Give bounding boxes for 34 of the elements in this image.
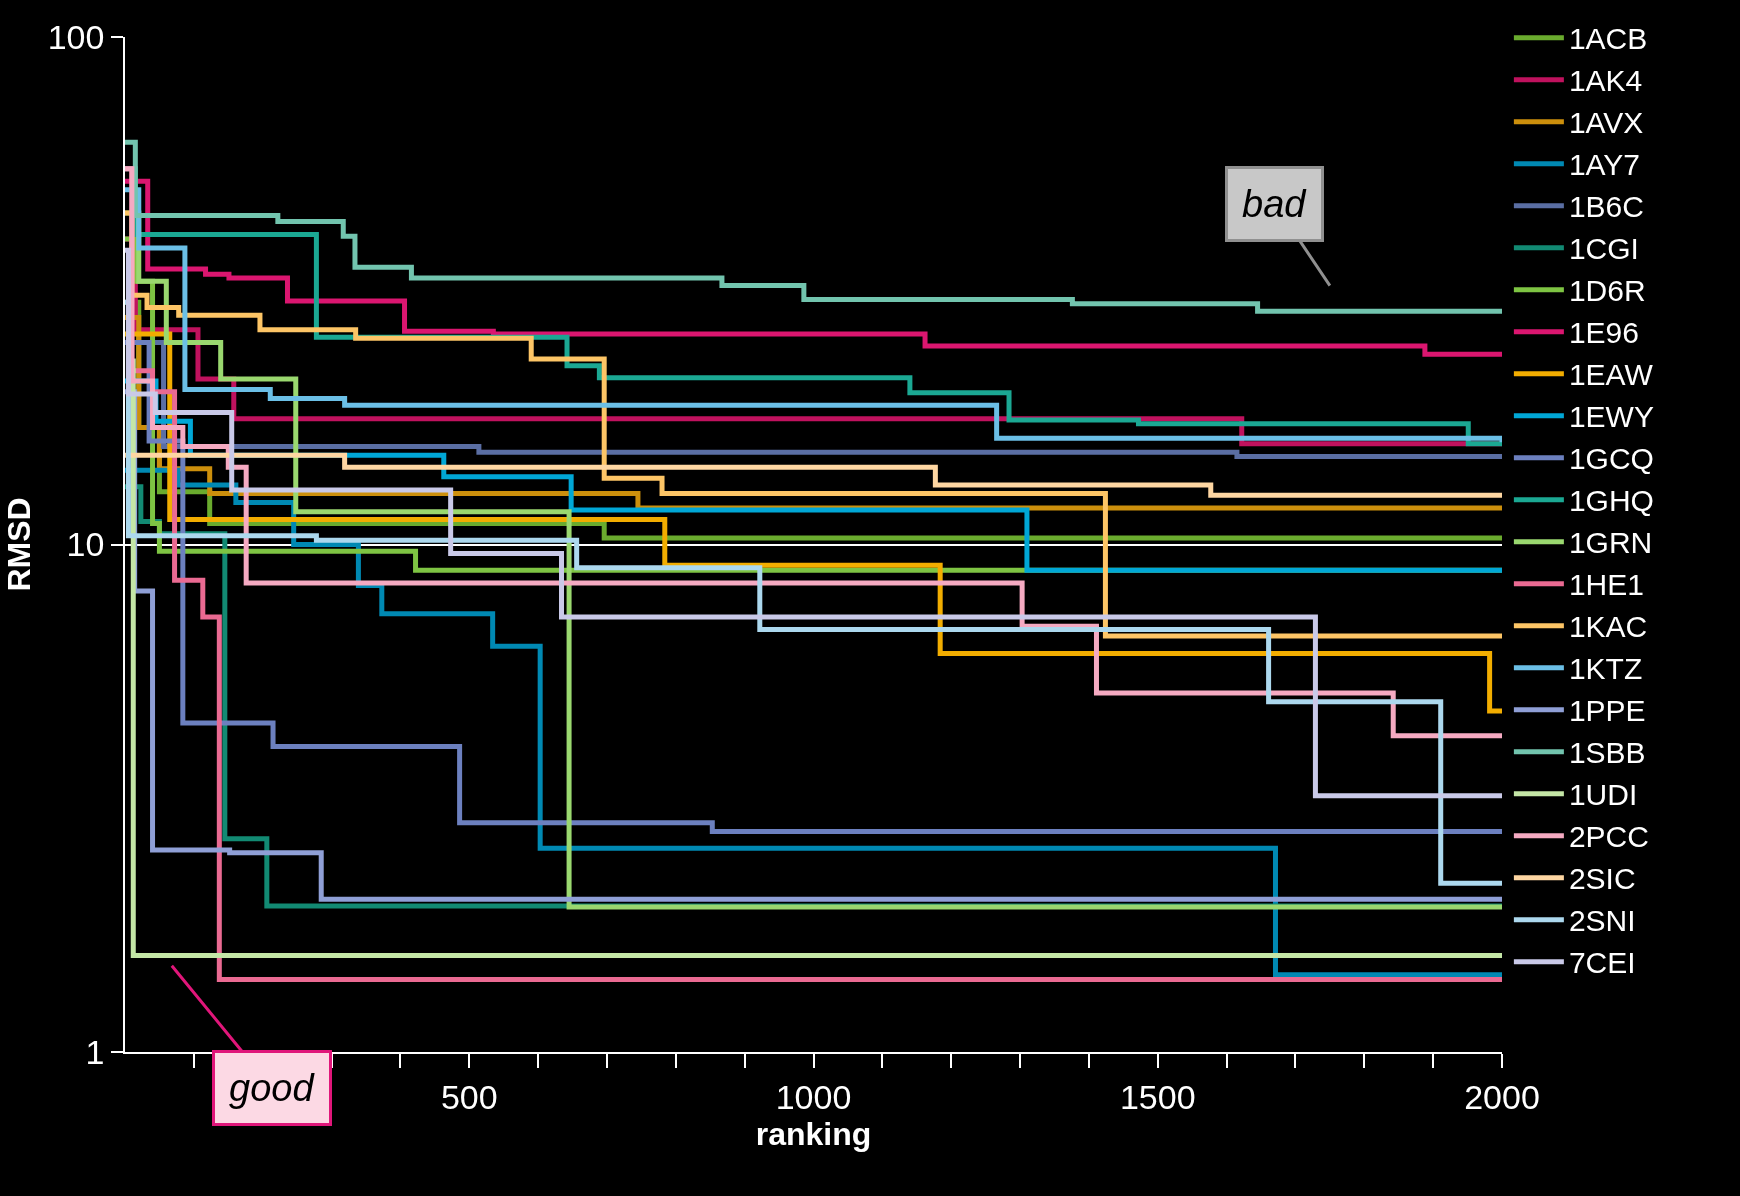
x-tick-label: 1500 (1119, 1077, 1196, 1116)
legend-label: 1HE1 (1568, 568, 1644, 602)
y-tick-label: 1 (85, 1032, 105, 1071)
legend-label: 7CEI (1568, 946, 1636, 980)
legend-label: 1GRN (1568, 526, 1653, 560)
legend-label: 1GCQ (1568, 442, 1654, 476)
legend-label: 1D6R (1568, 274, 1646, 308)
legend-label: 2SNI (1568, 904, 1636, 938)
legend-label: 1ACB (1568, 22, 1648, 56)
legend-label: 1AK4 (1568, 64, 1643, 98)
legend-label: 1B6C (1568, 190, 1644, 224)
legend-label: 1KTZ (1568, 652, 1643, 686)
legend-label: 1GHQ (1568, 484, 1654, 518)
annotation: bad (1242, 183, 1308, 225)
x-tick-label: 1000 (775, 1077, 852, 1116)
x-tick-label: 2000 (1464, 1077, 1540, 1116)
legend-label: 1UDI (1568, 778, 1638, 812)
legend-label: 1AY7 (1568, 148, 1641, 182)
text: good (229, 1067, 316, 1109)
legend-label: 1E96 (1568, 316, 1639, 350)
legend-label: 1EWY (1568, 400, 1654, 434)
legend-label: 1CGI (1568, 232, 1639, 266)
legend-label: 1KAC (1568, 610, 1648, 644)
x-axis-title: ranking (755, 1115, 872, 1152)
legend-label: 2PCC (1568, 820, 1649, 854)
legend-label: 1AVX (1568, 106, 1644, 140)
legend-label: 1PPE (1568, 694, 1646, 728)
legend-label: 2SIC (1568, 862, 1636, 896)
legend-label: 1EAW (1568, 358, 1654, 392)
x-tick-label: 500 (440, 1077, 498, 1116)
y-tick-label: 100 (47, 17, 105, 56)
y-axis-title: RMSD (0, 497, 37, 592)
y-tick-label: 10 (66, 525, 105, 564)
legend-label: 1SBB (1568, 736, 1646, 770)
